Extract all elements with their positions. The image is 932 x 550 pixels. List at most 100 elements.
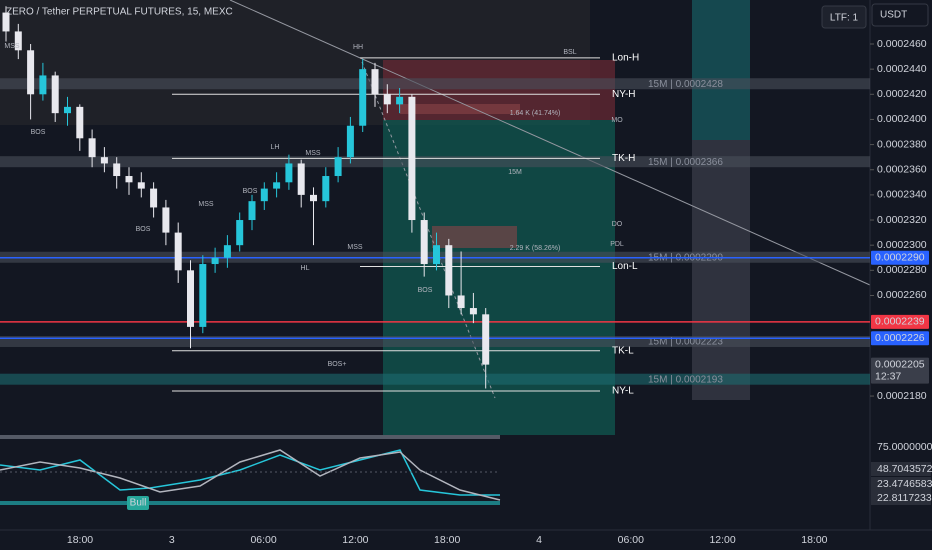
y-tick-label: 0.0002260 <box>877 289 927 301</box>
indicator-line <box>0 449 501 501</box>
x-tick-label: 18:00 <box>801 534 827 546</box>
candle-body <box>346 125 354 158</box>
indicator-line <box>0 449 500 496</box>
session-box <box>692 140 750 400</box>
x-tick-label: 06:00 <box>618 534 644 546</box>
badge-label: Bull <box>130 498 147 509</box>
zone-band <box>0 78 870 90</box>
zone-label: 15M | 0.0002193 <box>648 374 723 385</box>
annotation: BOS <box>136 226 151 233</box>
level-label: Lon-L <box>612 261 638 272</box>
trend-line <box>229 0 871 286</box>
candle-body <box>297 163 305 195</box>
y-tick-label: 0.0002440 <box>877 63 927 75</box>
price-tag <box>871 314 929 329</box>
x-tick-label: 18:00 <box>434 534 460 546</box>
chart-title: ZERO / Tether PERPETUAL FUTURES, 15, MEX… <box>6 7 233 18</box>
candle-body <box>433 245 440 265</box>
level-label: TK-L <box>612 345 634 356</box>
level-label: Lon-H <box>612 52 639 63</box>
candle-body <box>236 220 244 246</box>
annotation: MSS <box>305 150 321 157</box>
countdown: 12:37 <box>875 370 901 382</box>
price-tag-label: 0.0002290 <box>875 252 925 264</box>
y-tick-label: 0.0002300 <box>877 239 927 251</box>
x-tick-label: 18:00 <box>67 534 93 546</box>
candle-body <box>14 31 22 51</box>
x-tick-label: 12:00 <box>709 534 735 546</box>
ltf-label[interactable]: LTF: 1 <box>830 13 859 24</box>
candle-body <box>396 96 404 105</box>
price-axis <box>870 0 932 550</box>
zone-label: 15M | 0.0002223 <box>648 337 723 348</box>
fvg-box <box>400 104 520 114</box>
price-tag-label: 0.0002239 <box>875 316 925 328</box>
indicator-tag <box>871 462 931 476</box>
candle-body <box>420 220 428 265</box>
indicator-tag <box>871 491 931 505</box>
candle-body <box>211 257 219 265</box>
annotation: 1.64 K (41.74%) <box>510 110 561 117</box>
candle-body <box>125 176 133 183</box>
candle-body <box>248 201 256 221</box>
annotation: DO <box>612 221 623 228</box>
price-tag <box>871 250 929 265</box>
annotation: BOS <box>31 129 46 136</box>
candle-body <box>2 12 10 32</box>
zone-band <box>0 373 870 385</box>
annotation: BOS+ <box>328 361 347 368</box>
price-tag <box>871 331 929 346</box>
candle-body <box>322 176 330 202</box>
target-zone <box>383 120 615 435</box>
annotation: HH <box>353 44 363 51</box>
zone-band <box>0 156 870 168</box>
indicator-axis-label: 48.7043572 <box>877 463 932 475</box>
currency-label[interactable]: USDT <box>880 10 907 21</box>
indicator-axis-label: 22.8117233 <box>877 492 932 504</box>
candle-body <box>113 163 121 177</box>
annotation: MSS <box>198 201 214 208</box>
candle-body <box>260 188 268 202</box>
annotation: PDL <box>610 241 624 248</box>
level-label: NY-L <box>612 386 634 397</box>
level-label: TK-H <box>612 153 635 164</box>
zone-label: 15M | 0.0002366 <box>648 157 723 168</box>
candle-body <box>100 157 108 164</box>
y-tick-label: 0.0002460 <box>877 38 927 50</box>
y-tick-label: 0.0002320 <box>877 214 927 226</box>
candle-body <box>51 75 59 114</box>
price-tag <box>871 357 929 384</box>
annotation: BSL <box>563 49 576 56</box>
candle-body <box>371 69 379 95</box>
candle-body <box>64 106 71 114</box>
candle-body <box>39 75 47 95</box>
ltf-box[interactable] <box>821 5 867 29</box>
annotation: MO <box>611 117 623 124</box>
y-tick-label: 0.0002360 <box>877 164 927 176</box>
zone-band <box>0 335 870 347</box>
candle-body <box>273 182 281 189</box>
candle-body <box>408 96 416 221</box>
indicator-axis-label: 75.0000000 <box>877 441 932 453</box>
x-tick-label: 3 <box>169 534 175 546</box>
level-label: NY-H <box>612 89 636 100</box>
fvg-box <box>432 226 517 248</box>
x-tick-label: 4 <box>536 534 542 546</box>
candle-body <box>359 69 367 126</box>
candle-body <box>285 163 293 183</box>
currency-box[interactable] <box>871 3 929 27</box>
annotation: LH <box>271 144 280 151</box>
candle-body <box>310 194 317 202</box>
x-tick-label: 06:00 <box>250 534 276 546</box>
candle-body <box>457 295 465 309</box>
y-tick-label: 0.0002280 <box>877 264 927 276</box>
price-tag-label: 0.0002226 <box>875 332 925 344</box>
candle-body <box>223 245 231 258</box>
y-tick-label: 0.0002380 <box>877 138 927 150</box>
candle-body <box>174 232 182 271</box>
candle-body <box>334 157 342 177</box>
annotation: BOS <box>418 287 433 294</box>
y-tick-label: 0.0002180 <box>877 390 927 402</box>
session-box <box>692 0 750 140</box>
